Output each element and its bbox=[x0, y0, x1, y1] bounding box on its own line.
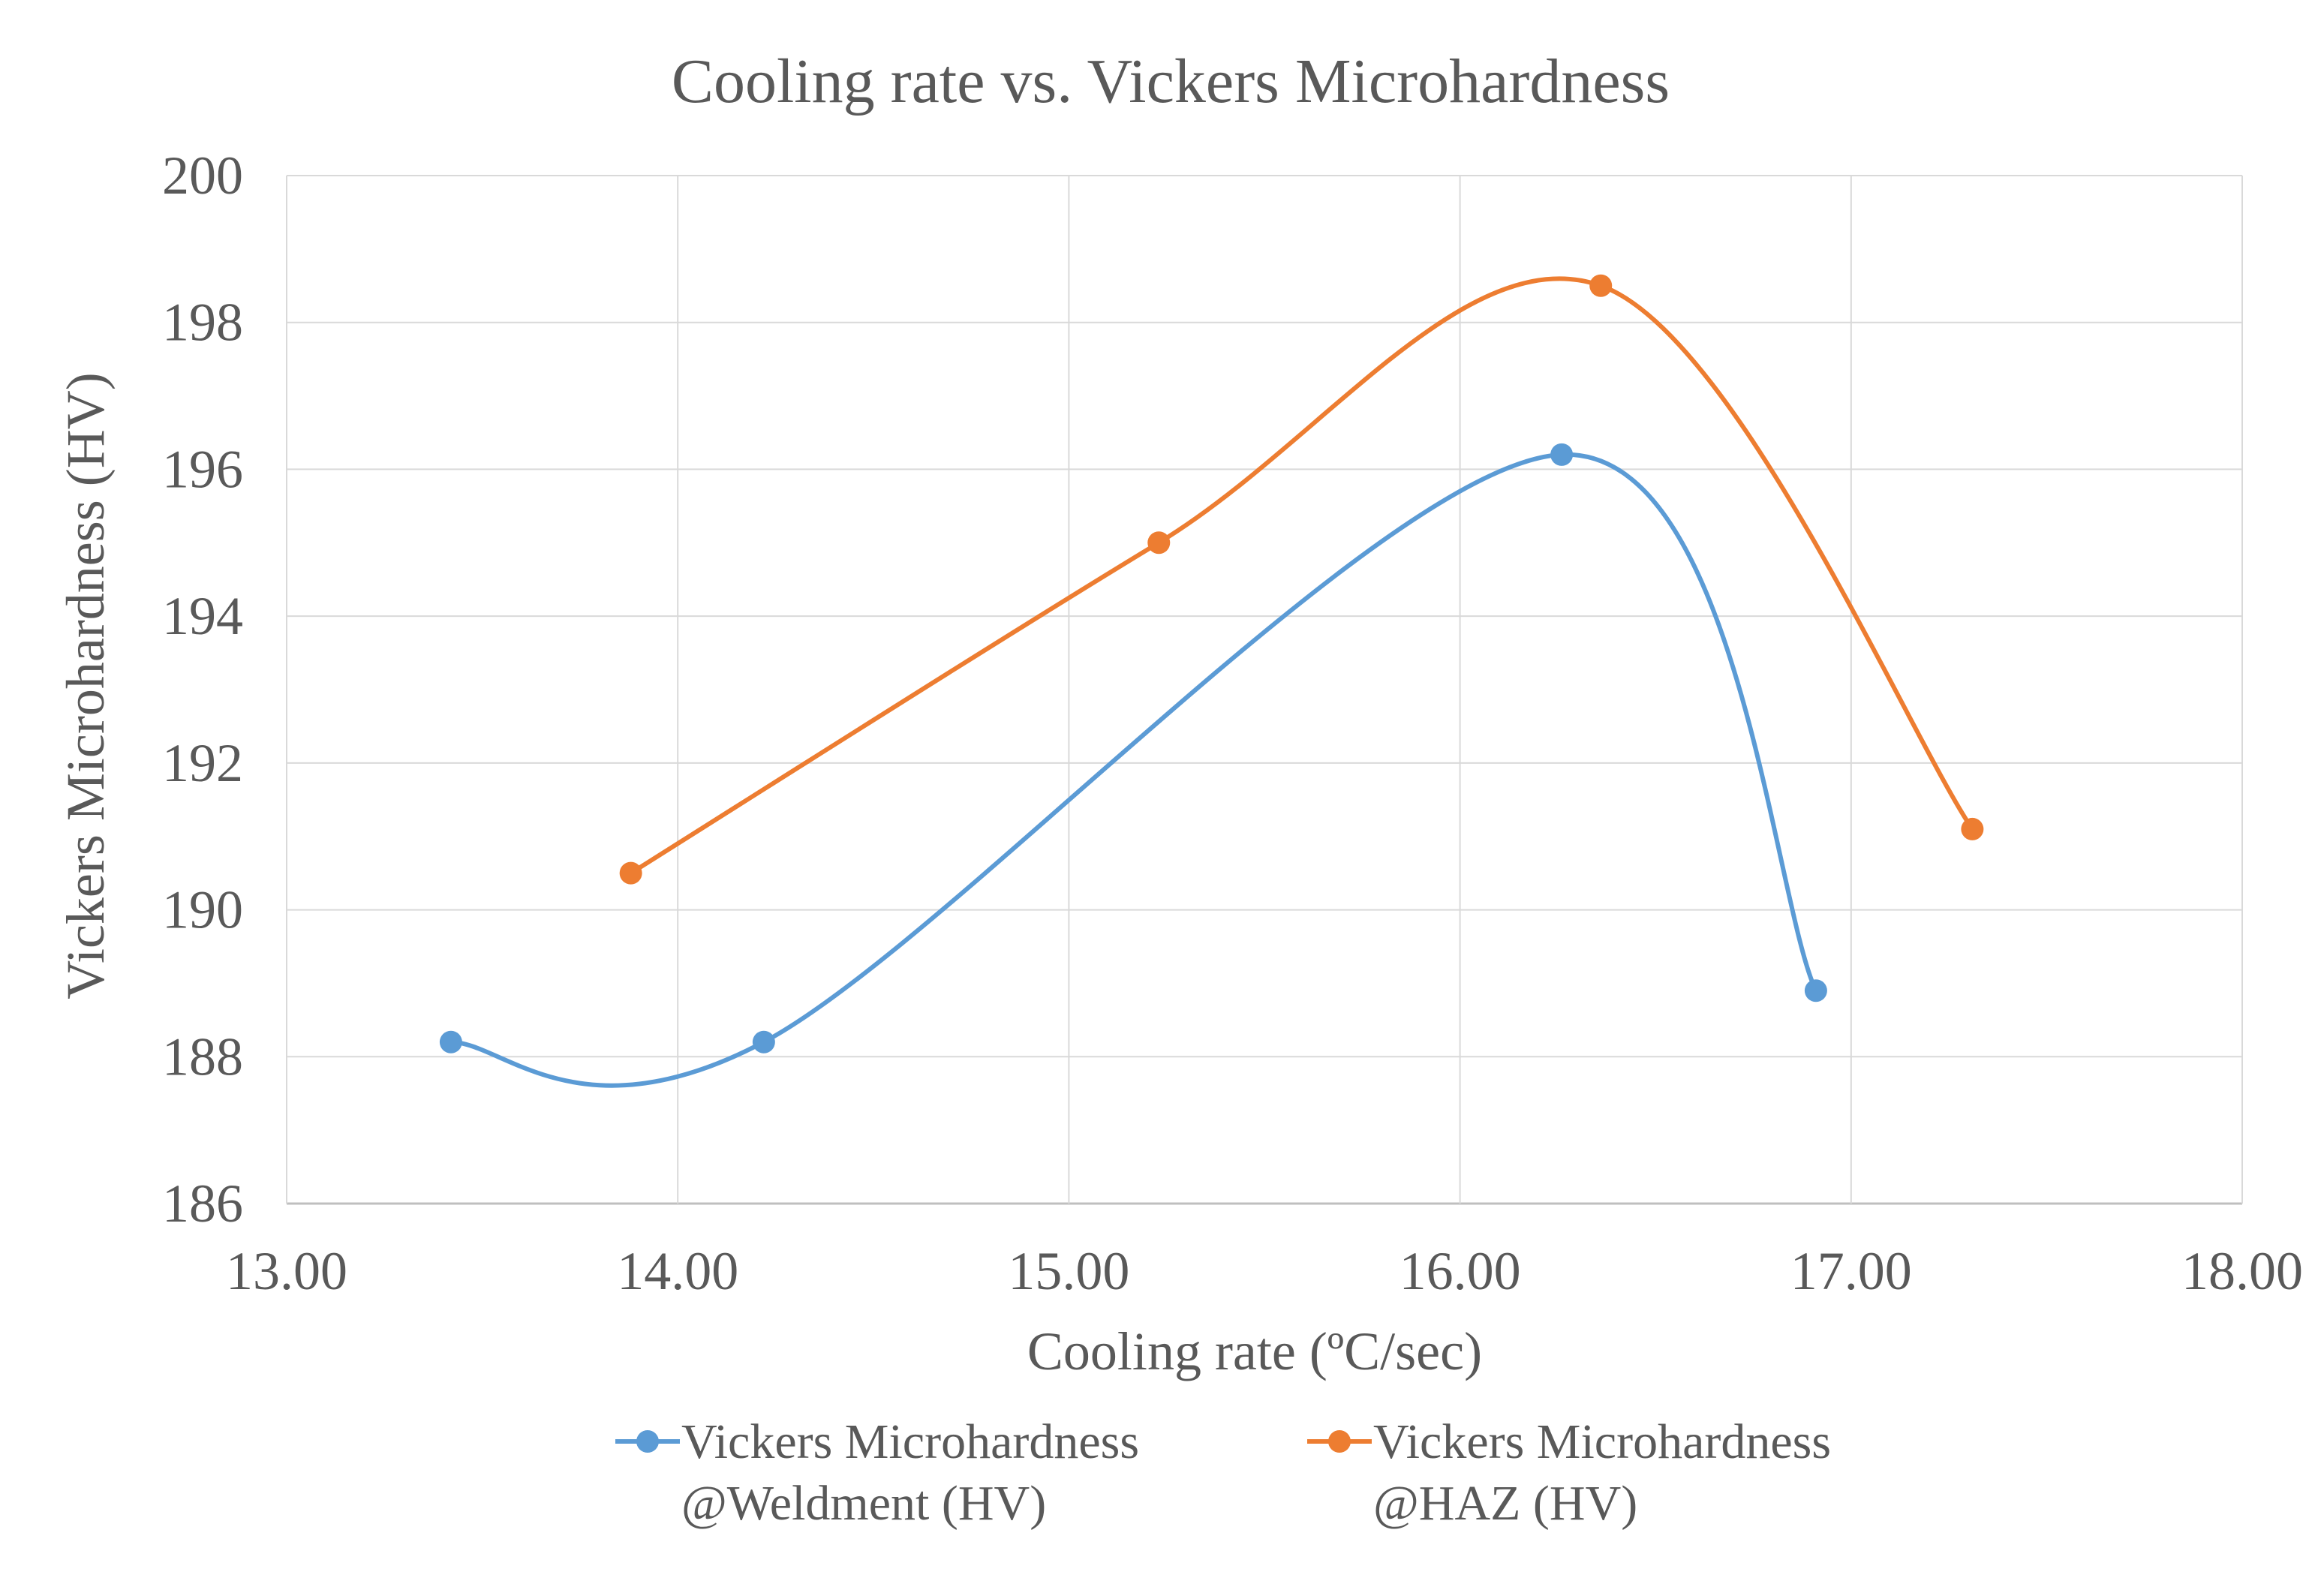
y-tick-label: 192 bbox=[162, 733, 243, 793]
series-weldment bbox=[439, 443, 1827, 1088]
legend-marker bbox=[1328, 1430, 1351, 1453]
x-tick-label: 17.00 bbox=[1790, 1241, 1912, 1301]
grid-layer bbox=[286, 175, 2243, 1205]
data-point bbox=[1961, 817, 1984, 840]
x-tick-label: 13.00 bbox=[226, 1241, 347, 1301]
data-point bbox=[1589, 274, 1613, 297]
legend-label-line1: Vickers Microhardness bbox=[1373, 1414, 1831, 1469]
legend-label-line1: Vickers Microhardness bbox=[681, 1414, 1139, 1469]
legend-marker bbox=[636, 1430, 659, 1453]
data-point bbox=[752, 1030, 775, 1054]
x-tick-label: 14.00 bbox=[617, 1241, 738, 1301]
y-tick-label: 198 bbox=[162, 293, 243, 353]
series-haz bbox=[619, 274, 1984, 885]
data-point bbox=[1550, 443, 1574, 466]
x-tick-label: 16.00 bbox=[1400, 1241, 1521, 1301]
y-tick-label: 188 bbox=[162, 1026, 243, 1087]
legend-label-line2: @Weldment (HV) bbox=[681, 1476, 1046, 1531]
series-line bbox=[628, 276, 1975, 876]
chart-title: Cooling rate vs. Vickers Microhardness bbox=[672, 47, 1670, 116]
y-tick-label: 194 bbox=[162, 586, 243, 646]
legend: Vickers Microhardness@Weldment (HV)Vicke… bbox=[615, 1414, 1831, 1531]
y-tick-label: 190 bbox=[162, 880, 243, 940]
series-layer bbox=[439, 274, 1984, 1088]
legend-label-line2: @HAZ (HV) bbox=[1373, 1476, 1637, 1531]
tick-layer: 186 188 190 192 194 196 198 200 13.00 14.00 15.00 1… bbox=[162, 146, 2303, 1301]
y-tick-label: 200 bbox=[162, 146, 243, 206]
x-tick-label: 15.00 bbox=[1008, 1241, 1129, 1301]
x-tick-label: 18.00 bbox=[2181, 1241, 2303, 1301]
data-point bbox=[1804, 979, 1827, 1002]
y-axis-title: Vickers Microhardness (HV) bbox=[56, 372, 116, 999]
data-point bbox=[439, 1030, 462, 1054]
y-tick-label: 186 bbox=[162, 1174, 243, 1234]
legend-item-weldment: Vickers Microhardness @Weldment (HV) bbox=[615, 1414, 1139, 1531]
y-tick-label: 196 bbox=[162, 439, 243, 499]
data-point bbox=[1147, 531, 1171, 555]
legend-item-haz: Vickers Microhardness @HAZ (HV) bbox=[1307, 1414, 1831, 1531]
data-point bbox=[619, 861, 642, 885]
series-line bbox=[448, 452, 1818, 1088]
x-axis-title: Cooling rate (ºC/sec) bbox=[1027, 1321, 1482, 1381]
